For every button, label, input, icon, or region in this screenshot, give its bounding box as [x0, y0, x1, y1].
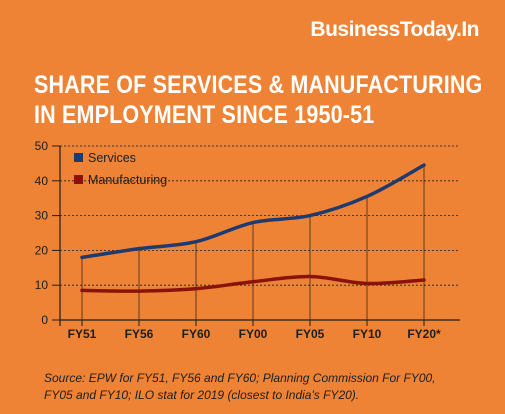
chart-title-line-1: SHARE OF SERVICES & MANUFACTURING — [34, 71, 483, 99]
chart-title-line-2: IN EMPLOYMENT SINCE 1950-51 — [34, 101, 375, 129]
y-tick-label: 30 — [35, 209, 49, 223]
legend-label-services: Services — [88, 151, 136, 165]
x-tick-label: FY60 — [182, 327, 211, 341]
x-tick-label: FY56 — [125, 327, 154, 341]
x-tick-label: FY10 — [353, 327, 382, 341]
x-tick-label: FY20* — [407, 327, 441, 341]
series-line-services — [80, 163, 426, 260]
y-tick-label: 20 — [35, 243, 49, 257]
y-tick-label: 0 — [41, 313, 48, 327]
legend-label-manufacturing: Manufacturing — [88, 173, 167, 187]
legend-swatch-services — [74, 153, 83, 162]
brand-logo: BusinessToday.In — [310, 18, 479, 41]
y-tick-label: 10 — [35, 278, 49, 292]
x-tick-label: FY00 — [239, 327, 268, 341]
legend-swatch-manufacturing — [74, 175, 83, 184]
chart-title: SHARE OF SERVICES & MANUFACTURING IN EMP… — [34, 70, 482, 130]
source-note: Source: EPW for FY51, FY56 and FY60; Pla… — [44, 371, 436, 402]
x-tick-label: FY05 — [296, 327, 325, 341]
y-tick-label: 50 — [35, 139, 49, 153]
x-tick-label: FY51 — [68, 327, 97, 341]
series-line-manufacturing — [80, 274, 426, 293]
y-tick-label: 40 — [35, 174, 49, 188]
